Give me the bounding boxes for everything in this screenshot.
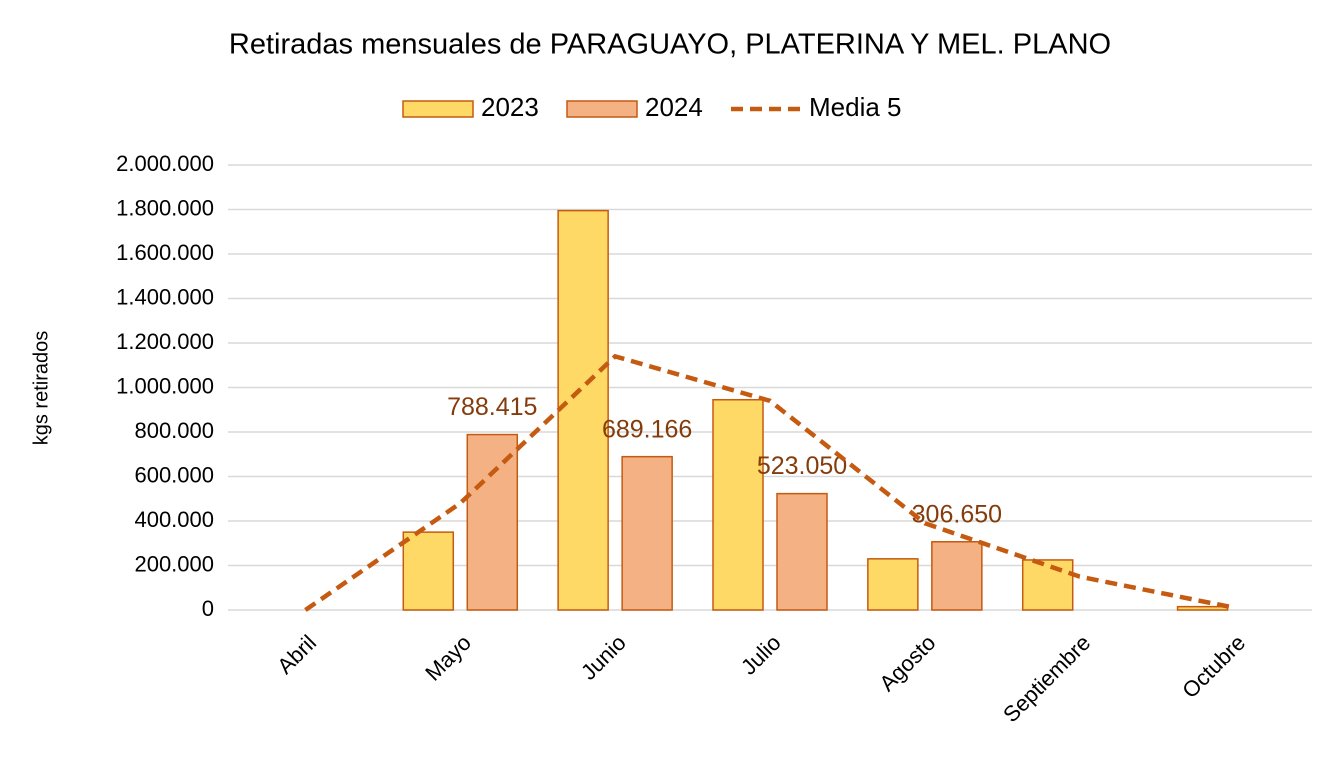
bar [621,455,673,611]
bar [557,209,609,611]
legend-swatch [402,100,474,118]
y-axis-label: kgs retirados [30,331,52,446]
bar [712,398,764,611]
y-tick-label: 200.000 [134,551,214,576]
y-tick-label: 2.000.000 [116,151,214,176]
y-tick-label: 1.000.000 [116,373,214,398]
y-tick-label: 1.200.000 [116,329,214,354]
line [304,353,1236,612]
bar [1021,559,1074,611]
data-label: 788.415 [447,393,537,421]
y-tick-label: 600.000 [134,462,214,487]
legend-label: 2024 [645,92,703,122]
legend-label: 2023 [481,92,539,122]
data-label: 689.166 [602,415,692,443]
data-label: 523.050 [757,452,847,480]
y-tick-label: 1.400.000 [116,284,214,309]
y-tick-label: 800.000 [134,418,214,443]
bar [867,558,919,611]
chart-title: Retiradas mensuales de PARAGUAYO, PLATER… [229,29,1111,61]
y-tick-label: 1.800.000 [116,195,214,220]
bar [402,531,455,611]
bar [466,433,519,611]
y-tick-label: 400.000 [134,507,214,532]
bar [776,492,828,611]
y-tick-label: 0 [202,596,214,621]
legend-label: Media 5 [809,92,902,122]
bar [1176,605,1229,611]
legend-swatch [566,100,638,118]
bar [931,541,983,611]
y-tick-label: 1.600.000 [116,240,214,265]
